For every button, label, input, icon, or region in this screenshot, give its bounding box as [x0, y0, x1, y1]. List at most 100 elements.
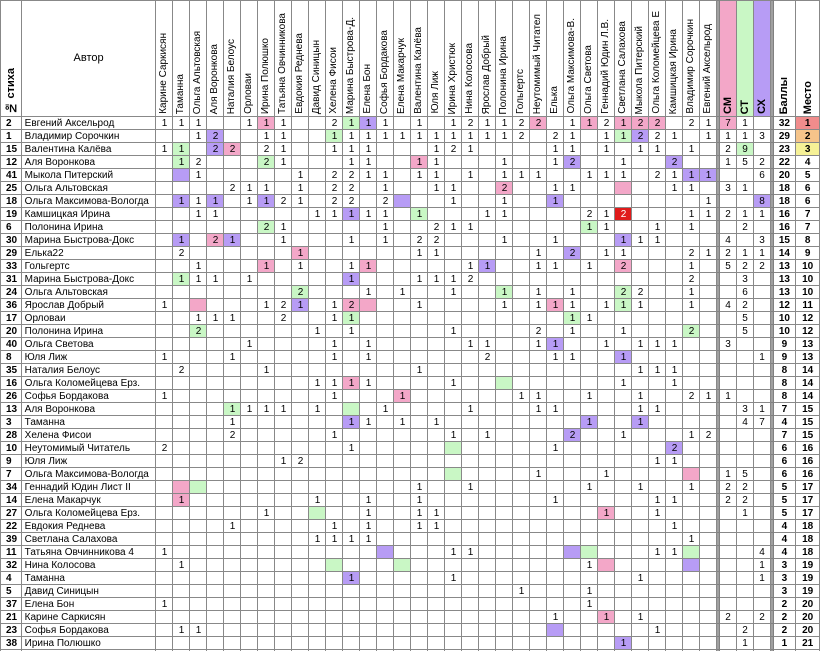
- vote-cell: [223, 558, 242, 572]
- extra-cell: [719, 324, 738, 338]
- vote-cell: [359, 220, 378, 234]
- vote-cell: [461, 389, 480, 403]
- vote-cell: [359, 584, 378, 598]
- vote-cell: 2: [206, 142, 225, 156]
- author-name: Елька22: [20, 246, 157, 260]
- vote-cell: [342, 493, 361, 507]
- place-cell: 7: [795, 207, 820, 221]
- vote-cell: [308, 181, 327, 195]
- vote-cell: [359, 610, 378, 624]
- vote-cell: 1: [342, 155, 361, 169]
- author-name: Хелена Фисои: [20, 428, 157, 442]
- vote-cell: 1: [563, 142, 582, 156]
- vote-cell: [648, 636, 667, 650]
- vote-cell: [614, 363, 633, 377]
- vote-cell: [614, 402, 633, 416]
- vote-cell: 1: [189, 129, 208, 143]
- vote-cell: [478, 467, 497, 481]
- vote-cell: 1: [614, 155, 633, 169]
- vote-cell: [291, 402, 310, 416]
- place-cell: 19: [795, 571, 820, 585]
- vote-cell: [410, 194, 429, 208]
- vote-cell: [665, 467, 684, 481]
- place-cell: 21: [795, 636, 820, 650]
- vote-cell: [512, 402, 531, 416]
- vote-cell: [325, 467, 344, 481]
- vote-cell: 1: [580, 558, 599, 572]
- vote-cell: [291, 480, 310, 494]
- vote-cell: [597, 285, 616, 299]
- vote-cell: [308, 194, 327, 208]
- extra-cell: [753, 480, 772, 494]
- vote-cell: 1: [274, 155, 293, 169]
- vote-cell: [172, 415, 191, 429]
- vote-cell: [240, 259, 259, 273]
- vote-cell: [172, 298, 191, 312]
- vote-cell: 1: [342, 129, 361, 143]
- vote-cell: [291, 506, 310, 520]
- vote-cell: [376, 597, 395, 611]
- vote-cell: [155, 402, 174, 416]
- table-row: 27 Ольга Коломейцева Ерз. 1 1 1 1 1 1 1 5 17: [0, 506, 820, 520]
- vote-cell: 2: [206, 129, 225, 143]
- vote-cell: [461, 428, 480, 442]
- vote-cell: [342, 389, 361, 403]
- vote-cell: [478, 480, 497, 494]
- vote-cell: 1: [461, 220, 480, 234]
- vote-cell: [699, 441, 718, 455]
- vote-cell: [682, 311, 701, 325]
- vote-cell: [257, 428, 276, 442]
- vote-cell: [461, 532, 480, 546]
- vote-cell: [563, 168, 582, 182]
- vote-cell: [665, 415, 684, 429]
- vote-cell: [665, 116, 684, 130]
- score-cell: 18: [772, 181, 797, 195]
- extra-cell: 1: [736, 506, 755, 520]
- vote-cell: [393, 597, 412, 611]
- vote-cell: [546, 532, 565, 546]
- vote-cell: [427, 636, 446, 650]
- vote-cell: [665, 324, 684, 338]
- vote-cell: [495, 454, 514, 468]
- vote-cell: 1: [359, 142, 378, 156]
- vote-cell: [512, 246, 531, 260]
- vote-cell: [512, 233, 531, 247]
- vote-cell: [325, 545, 344, 559]
- vote-cell: [546, 506, 565, 520]
- vote-cell: [597, 311, 616, 325]
- judge-column-header-label: Владимир Сорочкин: [685, 19, 697, 114]
- poem-number: 37: [0, 597, 22, 611]
- vote-cell: [189, 467, 208, 481]
- vote-cell: 1: [495, 233, 514, 247]
- vote-cell: [308, 337, 327, 351]
- vote-cell: [291, 155, 310, 169]
- table-row: 40 Ольга Светова 1 1 1 1 1 1 1 1 1 1 1 3 9 13: [0, 337, 820, 351]
- judge-column-header: Геннадий Юдин Л.В.: [597, 0, 616, 117]
- vote-cell: [410, 311, 429, 325]
- place-cell: 19: [795, 558, 820, 572]
- vote-cell: 1: [376, 116, 395, 130]
- vote-cell: 1: [529, 337, 548, 351]
- vote-cell: [359, 571, 378, 585]
- vote-cell: 1: [648, 220, 667, 234]
- vote-cell: 2: [257, 142, 276, 156]
- vote-cell: [274, 597, 293, 611]
- vote-cell: 1: [546, 337, 565, 351]
- vote-cell: [393, 246, 412, 260]
- vote-cell: [257, 272, 276, 286]
- vote-cell: [308, 233, 327, 247]
- score-cell: 23: [772, 142, 797, 156]
- poem-number: 7: [0, 467, 22, 481]
- vote-cell: [478, 571, 497, 585]
- vote-cell: [206, 220, 225, 234]
- vote-cell: [563, 272, 582, 286]
- vote-cell: [393, 467, 412, 481]
- vote-cell: 1: [699, 129, 718, 143]
- vote-cell: [495, 363, 514, 377]
- vote-cell: [478, 220, 497, 234]
- vote-cell: [393, 454, 412, 468]
- extra-cell: [719, 272, 738, 286]
- vote-cell: [155, 636, 174, 650]
- vote-cell: 1: [257, 259, 276, 273]
- vote-cell: 1: [240, 402, 259, 416]
